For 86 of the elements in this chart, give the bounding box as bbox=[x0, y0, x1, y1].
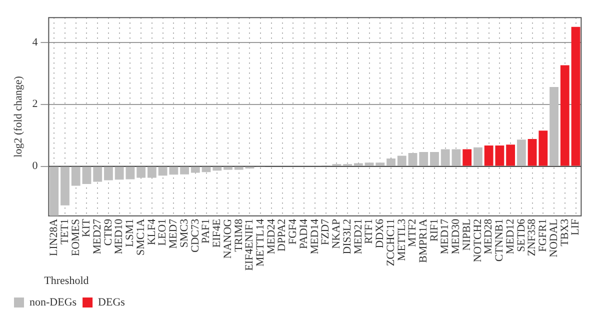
bar bbox=[60, 166, 70, 206]
y-tick-label: 0 bbox=[32, 160, 38, 172]
x-tick-label: TBX3 bbox=[558, 218, 571, 246]
bar bbox=[71, 166, 80, 186]
x-tick-label: DDX6 bbox=[374, 218, 386, 248]
x-tick-label: RTF1 bbox=[363, 218, 376, 244]
bar bbox=[571, 26, 580, 166]
bar bbox=[104, 166, 113, 180]
bar bbox=[538, 130, 548, 166]
legend-label: non-DEGs bbox=[30, 296, 77, 308]
bar bbox=[93, 166, 102, 182]
bar bbox=[528, 139, 537, 166]
x-tick-label: MED14 bbox=[308, 218, 321, 254]
x-tick-label: LSM1 bbox=[124, 218, 136, 247]
bar bbox=[506, 144, 516, 166]
bar bbox=[397, 156, 406, 166]
x-tick-label: PADI4 bbox=[298, 218, 310, 250]
x-tick-label: NKAP bbox=[330, 218, 343, 249]
bar bbox=[452, 149, 461, 166]
x-tick-label: LIF bbox=[570, 218, 582, 236]
x-tick-label: EIF4ENIF1 bbox=[244, 218, 256, 271]
x-tick-label: MTF2 bbox=[406, 218, 419, 247]
bar bbox=[190, 166, 200, 173]
bar bbox=[212, 166, 222, 171]
x-tick-label: TET1 bbox=[58, 218, 71, 245]
x-tick-label: SMC3 bbox=[178, 218, 190, 248]
bar bbox=[364, 162, 374, 166]
x-tick-label: EIF4E bbox=[211, 218, 224, 248]
x-tick-label: KLF4 bbox=[146, 218, 158, 246]
bar bbox=[408, 152, 418, 166]
x-tick-label: MED10 bbox=[113, 218, 126, 254]
x-tick-label: ZCCHC11 bbox=[384, 218, 397, 266]
bar bbox=[376, 162, 385, 166]
x-tick-label: MED12 bbox=[504, 218, 516, 254]
x-tick-label: CTNNB1 bbox=[494, 218, 506, 262]
x-tick-label: PAF1 bbox=[200, 218, 212, 244]
bar bbox=[386, 158, 396, 166]
bar bbox=[354, 163, 363, 166]
x-tick-label: LIN28A bbox=[48, 218, 60, 256]
bar bbox=[82, 166, 92, 184]
x-tick-label: DPPA2 bbox=[276, 218, 288, 252]
y-tick-label: 4 bbox=[32, 36, 38, 48]
x-tick-label: SETD6 bbox=[515, 218, 528, 252]
x-tick-label: BMPR1A bbox=[418, 218, 430, 263]
x-tick-label: SMC1A bbox=[134, 218, 147, 256]
x-tick-label: MED24 bbox=[265, 218, 278, 254]
x-tick-label: MED27 bbox=[91, 218, 104, 254]
x-tick-label: MED30 bbox=[450, 218, 462, 254]
bar bbox=[516, 140, 526, 166]
bar bbox=[147, 166, 156, 178]
bar bbox=[50, 166, 59, 216]
x-tick-label: CDC73 bbox=[189, 218, 202, 252]
x-tick-label: CTR9 bbox=[102, 218, 114, 246]
x-tick-label: NIPBL bbox=[460, 218, 473, 251]
x-tick-label: FGFR1 bbox=[537, 218, 550, 252]
x-tick-label: METTL14 bbox=[254, 218, 266, 267]
bar bbox=[440, 149, 450, 166]
x-tick-label: ZNF358 bbox=[526, 218, 538, 256]
x-tick-label: MED17 bbox=[439, 218, 452, 254]
x-tick-label: KIT bbox=[80, 218, 93, 238]
x-tick-label: RIF1 bbox=[428, 218, 440, 242]
x-tick-label: TRIM8 bbox=[232, 218, 245, 252]
bar bbox=[550, 86, 558, 166]
legend-title: Threshold bbox=[44, 275, 90, 288]
bar bbox=[462, 149, 472, 166]
bar bbox=[430, 152, 439, 166]
bar bbox=[180, 166, 189, 174]
x-tick-label: NODAL bbox=[548, 218, 560, 258]
y-axis-title: log2 (fold change) bbox=[12, 76, 24, 158]
bar bbox=[560, 65, 570, 166]
x-tick-label: NANOG bbox=[222, 218, 234, 259]
bar bbox=[474, 147, 482, 166]
x-tick-label: METTL3 bbox=[396, 218, 408, 262]
bar bbox=[419, 152, 428, 166]
x-tick-label: DIS3L2 bbox=[341, 218, 354, 254]
x-tick-label: FZD7 bbox=[320, 218, 332, 246]
x-tick-label: MED21 bbox=[352, 218, 364, 254]
x-tick-label: MED7 bbox=[168, 218, 180, 249]
x-tick-label: LEO1 bbox=[156, 218, 169, 246]
x-tick-label: NOTCH2 bbox=[472, 218, 484, 262]
bar bbox=[136, 166, 146, 178]
y-tick-label: 2 bbox=[32, 98, 38, 110]
x-tick-label: EOMES bbox=[70, 218, 82, 256]
legend-label: DEGs bbox=[98, 296, 125, 308]
x-tick-label: MED28 bbox=[482, 218, 495, 254]
x-tick-label: FGF4 bbox=[287, 218, 300, 245]
